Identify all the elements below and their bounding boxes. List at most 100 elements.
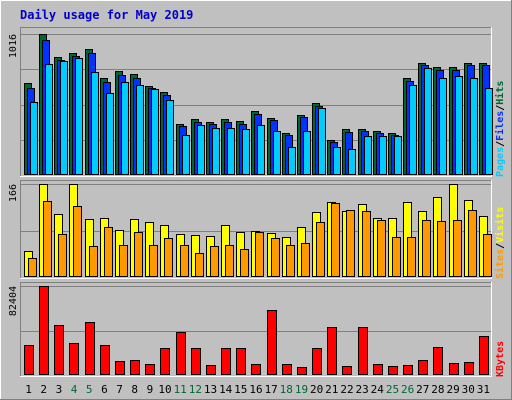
x-tick-label-10: 10 <box>158 383 171 396</box>
x-tick-label-31: 31 <box>477 383 490 396</box>
bar-sites-17 <box>271 238 280 277</box>
bar-sites-20 <box>316 222 325 277</box>
bar-sites-29 <box>453 220 462 277</box>
bar-pages-17 <box>273 131 281 175</box>
bar-sites-6 <box>104 227 113 277</box>
bar-sites-10 <box>164 238 173 277</box>
x-tick-label-20: 20 <box>310 383 323 396</box>
x-tick-label-19: 19 <box>295 383 308 396</box>
y-tick-label-kbytes: 82404 <box>8 286 19 316</box>
bar-sites-26 <box>407 237 416 277</box>
bar-sites-19 <box>301 243 310 277</box>
bar-sites-3 <box>58 234 67 277</box>
bar-pages-6 <box>106 93 114 175</box>
bar-sites-27 <box>422 220 431 277</box>
bar-kbytes-28 <box>433 347 443 375</box>
bar-kbytes-26 <box>403 365 413 375</box>
bar-kbytes-6 <box>100 345 110 375</box>
bar-kbytes-2 <box>39 286 49 375</box>
bar-pages-10 <box>166 100 174 175</box>
bar-pages-3 <box>60 61 68 175</box>
legend-item-sites: Sites <box>494 249 506 279</box>
bar-kbytes-12 <box>191 348 201 375</box>
bar-sites-23 <box>362 211 371 277</box>
bar-sites-7 <box>119 245 128 277</box>
x-tick-label-7: 7 <box>116 383 123 396</box>
bar-sites-14 <box>225 245 234 277</box>
bar-kbytes-4 <box>69 343 79 375</box>
bar-pages-11 <box>182 135 190 175</box>
bar-sites-2 <box>43 201 52 277</box>
bar-kbytes-1 <box>24 345 34 375</box>
bar-pages-20 <box>318 108 326 175</box>
legend-item-separator: / <box>495 105 506 111</box>
bar-sites-18 <box>286 245 295 277</box>
bar-kbytes-13 <box>206 365 216 375</box>
bar-kbytes-10 <box>160 348 170 375</box>
legend-visits: Sites/Visits <box>494 207 506 279</box>
legend-item-kbytes: KBytes <box>495 341 506 377</box>
x-tick-label-15: 15 <box>234 383 247 396</box>
x-tick-label-11: 11 <box>174 383 187 396</box>
legend-item-separator: / <box>495 243 506 249</box>
bar-pages-16 <box>257 125 265 175</box>
bar-sites-9 <box>149 245 158 277</box>
bar-kbytes-16 <box>251 364 261 375</box>
panel-visits: 166 Sites/Visits <box>8 180 506 279</box>
legend-hits: Pages/Files/Hits <box>494 81 506 177</box>
bar-sites-1 <box>28 258 37 277</box>
x-tick-label-23: 23 <box>355 383 368 396</box>
legend-item-pages: Pages <box>495 147 506 177</box>
bar-pages-19 <box>303 131 311 175</box>
bar-pages-23 <box>364 136 372 175</box>
x-tick-label-6: 6 <box>101 383 108 396</box>
bar-kbytes-9 <box>145 364 155 375</box>
bar-kbytes-27 <box>418 360 428 375</box>
bar-kbytes-24 <box>373 364 383 375</box>
bar-pages-8 <box>136 85 144 175</box>
bar-pages-24 <box>379 136 387 175</box>
bar-sites-21 <box>331 203 340 277</box>
x-tick-label-12: 12 <box>189 383 202 396</box>
bar-kbytes-31 <box>479 336 489 375</box>
bar-kbytes-11 <box>176 332 186 375</box>
bar-pages-14 <box>227 128 235 175</box>
x-tick-label-13: 13 <box>204 383 217 396</box>
bar-kbytes-5 <box>85 322 95 375</box>
bar-sites-24 <box>377 220 386 277</box>
bar-pages-13 <box>212 128 220 175</box>
panel-kbytes: 82404 KBytes <box>8 282 506 377</box>
x-tick-label-22: 22 <box>340 383 353 396</box>
bar-pages-5 <box>91 72 99 175</box>
bar-pages-25 <box>394 136 402 175</box>
x-tick-label-16: 16 <box>249 383 262 396</box>
bar-pages-4 <box>75 58 83 175</box>
x-tick-label-29: 29 <box>446 383 459 396</box>
legend-item-hits: Hits <box>494 81 506 105</box>
bar-pages-18 <box>288 147 296 175</box>
panel-kbytes-area <box>20 282 492 377</box>
legend-item-separator: / <box>495 141 506 147</box>
x-tick-label-28: 28 <box>431 383 444 396</box>
bar-pages-28 <box>439 78 447 175</box>
bar-pages-29 <box>455 76 463 175</box>
legend-item-visits: Visits <box>494 207 506 243</box>
x-tick-label-24: 24 <box>371 383 385 396</box>
bar-pages-7 <box>121 82 129 175</box>
bar-sites-13 <box>210 246 219 277</box>
x-tick-label-2: 2 <box>40 383 47 396</box>
bar-pages-9 <box>151 89 159 175</box>
bar-pages-2 <box>45 64 53 175</box>
bar-sites-31 <box>483 234 492 277</box>
x-tick-label-3: 3 <box>56 383 63 396</box>
bar-kbytes-30 <box>464 362 474 375</box>
bar-sites-5 <box>89 246 98 277</box>
bar-kbytes-25 <box>388 366 398 375</box>
bar-sites-15 <box>240 249 249 277</box>
y-tick-label-visits: 166 <box>8 184 19 202</box>
x-tick-label-5: 5 <box>86 383 93 396</box>
legend-item-files: Files <box>494 111 506 141</box>
bar-kbytes-19 <box>297 367 307 375</box>
bar-pages-30 <box>470 78 478 175</box>
